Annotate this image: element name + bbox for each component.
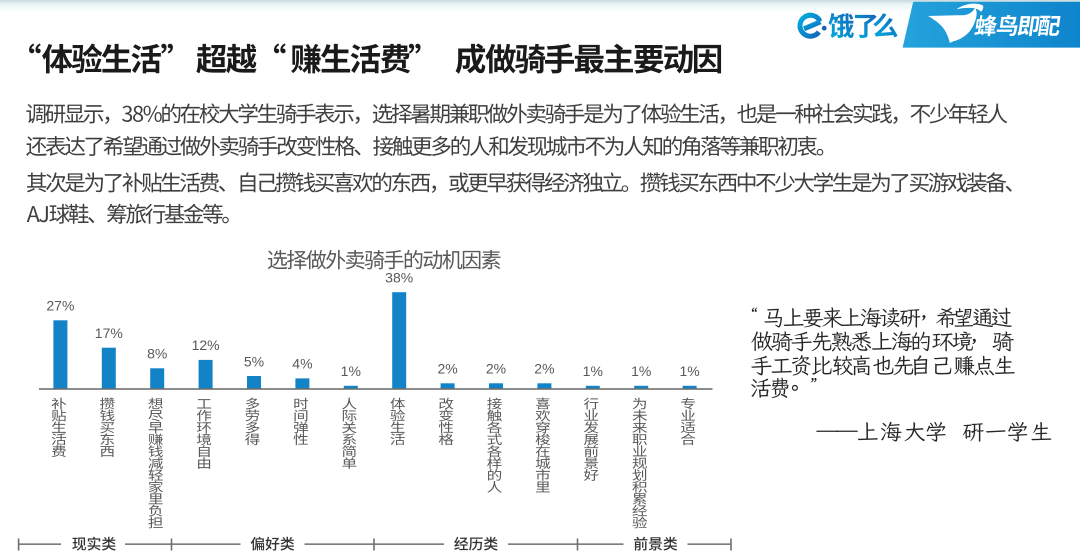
svg-text:1%: 1% bbox=[583, 363, 603, 379]
svg-text:1%: 1% bbox=[679, 363, 699, 379]
svg-text:4%: 4% bbox=[292, 356, 312, 372]
svg-text:1%: 1% bbox=[341, 363, 361, 379]
svg-text:12%: 12% bbox=[192, 337, 220, 353]
svg-text:5%: 5% bbox=[244, 353, 264, 369]
svg-text:2%: 2% bbox=[534, 361, 554, 377]
svg-text:17%: 17% bbox=[95, 325, 123, 341]
svg-text:1%: 1% bbox=[631, 363, 651, 379]
svg-text:2%: 2% bbox=[486, 361, 506, 377]
svg-text:38%: 38% bbox=[385, 270, 413, 286]
svg-text:8%: 8% bbox=[147, 346, 167, 362]
svg-text:2%: 2% bbox=[437, 361, 457, 377]
svg-text:27%: 27% bbox=[46, 298, 74, 314]
